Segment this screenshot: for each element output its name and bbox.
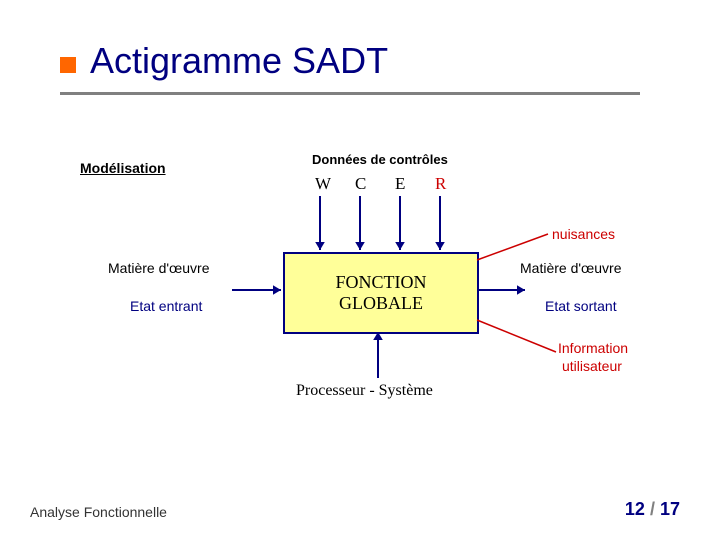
page-current: 12 (625, 499, 645, 519)
page-total: 17 (660, 499, 680, 519)
footer-page: 12 / 17 (625, 499, 680, 520)
footer-left: Analyse Fonctionnelle (30, 504, 167, 520)
arrow-layer (0, 0, 720, 540)
page-sep: / (645, 499, 660, 519)
